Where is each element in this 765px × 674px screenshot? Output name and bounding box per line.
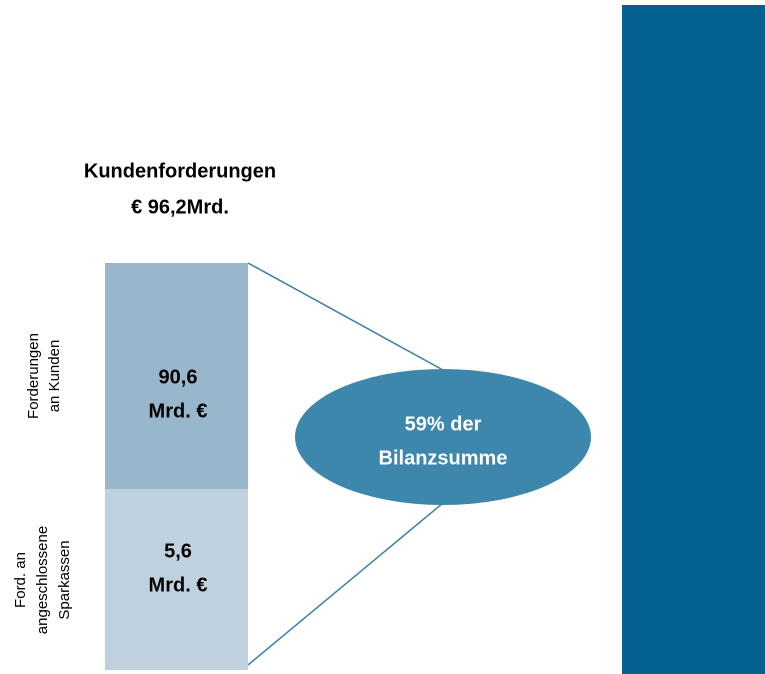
callout: [295, 369, 591, 505]
segment-value: 90,6: [159, 366, 198, 388]
title: € 96,2Mrd.: [131, 196, 229, 218]
segment-label: Ford. an: [12, 552, 29, 608]
connector: [247, 502, 444, 666]
segment-label: Sparkassen: [56, 540, 73, 619]
title: Kundenforderungen: [84, 160, 276, 182]
callout-text: 59% der: [405, 413, 482, 435]
segment-value: Mrd. €: [149, 400, 208, 422]
segment-label: angeschlossene: [34, 526, 51, 634]
total-bar: [622, 5, 765, 674]
segment-value: 5,6: [164, 540, 192, 562]
connector: [247, 262, 444, 371]
segment-label: an Kunden: [46, 340, 63, 413]
segment-label: Forderungen: [25, 333, 42, 419]
segment-value: Mrd. €: [149, 574, 208, 596]
segment: [105, 263, 248, 489]
callout-text: Bilanzsumme: [379, 447, 508, 469]
segment: [105, 489, 248, 670]
